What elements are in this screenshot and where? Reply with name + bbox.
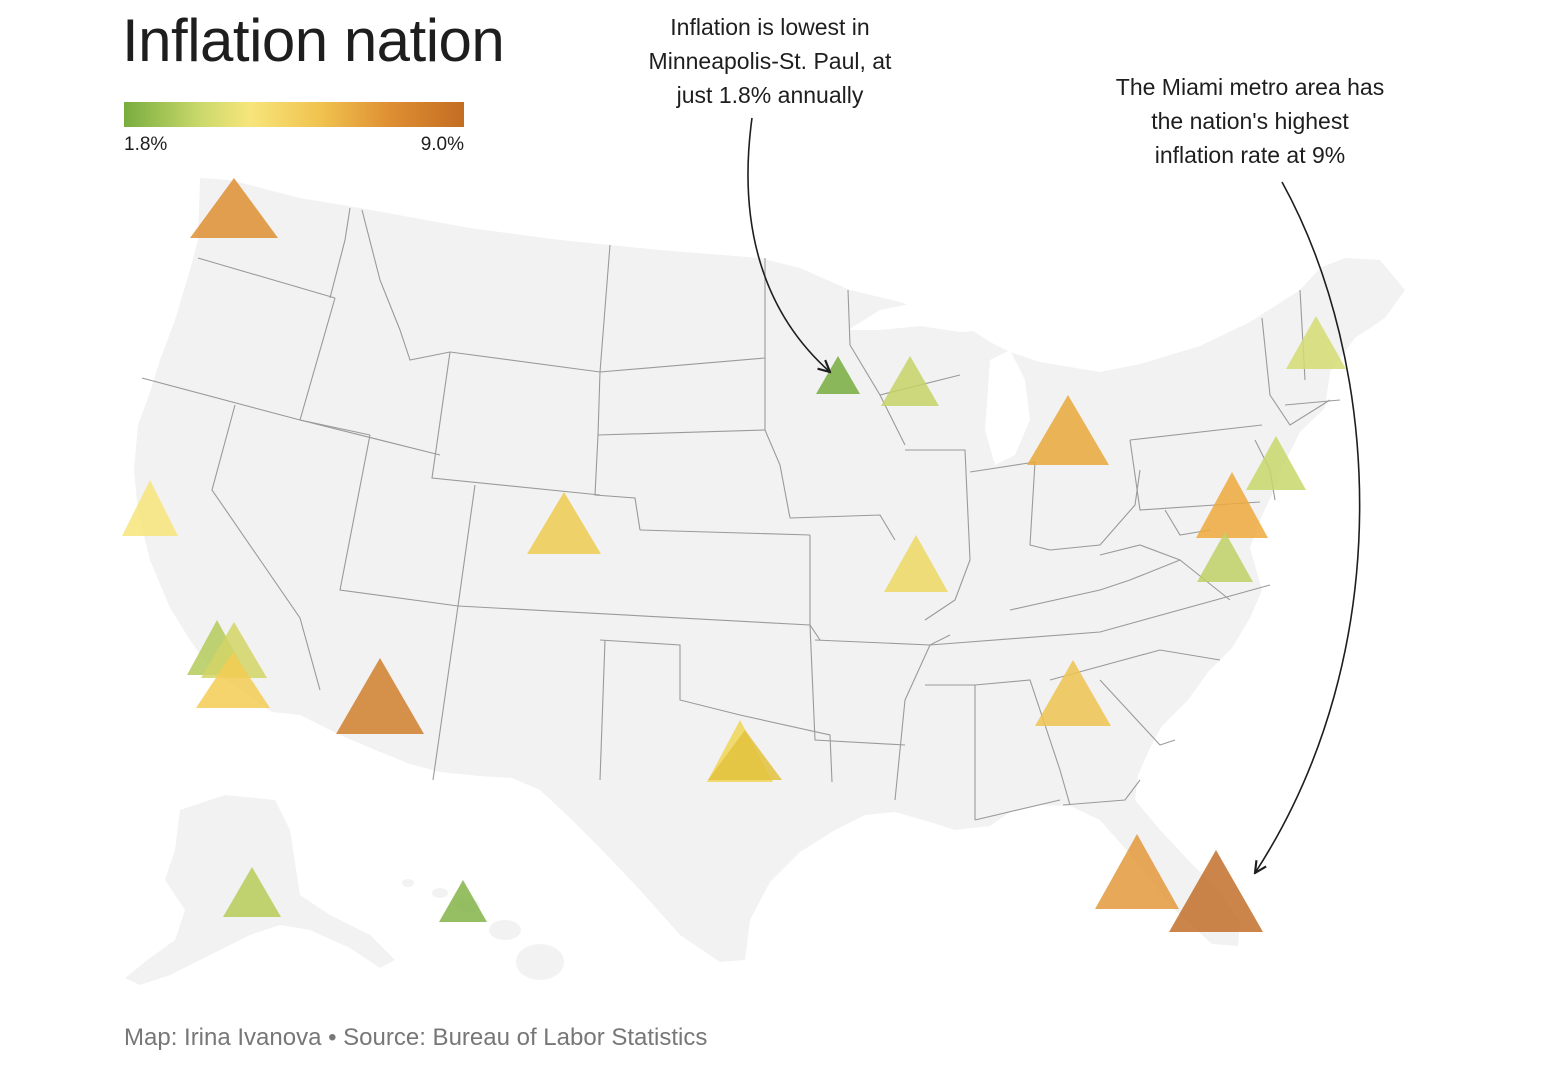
metro-marker-detroit: [1027, 395, 1109, 465]
legend-max-label: 9.0%: [420, 134, 464, 155]
land-masses: [125, 178, 1405, 985]
annotation-lowest-inflation: Inflation is lowest in Minneapolis-St. P…: [648, 14, 892, 108]
metro-marker-seattle: [190, 178, 278, 238]
metro-marker-honolulu: [439, 880, 487, 922]
metro-marker-minneapolis: [816, 356, 860, 394]
metro-marker-tampa: [1095, 834, 1179, 909]
color-legend: 1.8% 9.0%: [124, 102, 464, 155]
metro-marker-philadelphia: [1196, 472, 1268, 538]
annotation-arrows: [747, 117, 1361, 873]
hawaii-shape: [402, 879, 564, 980]
metro-marker-miami: [1169, 850, 1263, 932]
metro-marker-new-york: [1246, 436, 1306, 490]
metro-marker-san-francisco: [122, 480, 178, 536]
metro-marker-phoenix: [336, 658, 424, 734]
metro-marker-denver: [527, 492, 601, 554]
metro-marker-atlanta: [1035, 660, 1111, 726]
metro-marker-baltimore: [1197, 532, 1253, 582]
state-borders: [141, 207, 1341, 821]
metro-marker-los-angeles-b: [201, 622, 267, 678]
lake-michigan: [985, 350, 1030, 465]
metro-marker-st-louis: [884, 535, 948, 592]
metro-marker-dallas-b: [708, 730, 782, 780]
metro-marker-riverside: [196, 652, 270, 708]
metro-marker-milwaukee: [881, 356, 939, 406]
contiguous-us-shape: [134, 178, 1405, 962]
metro-marker-boston: [1286, 316, 1346, 369]
metro-markers: [122, 178, 1346, 932]
arrow-to-minneapolis: [747, 117, 830, 372]
source-credit: Map: Irina Ivanova • Source: Bureau of L…: [124, 1024, 708, 1051]
legend-gradient-bar: [124, 102, 464, 127]
metro-marker-anchorage: [223, 867, 281, 917]
annotation-highest-inflation: The Miami metro area has the nation's hi…: [1115, 74, 1385, 168]
arrow-to-miami: [1255, 181, 1361, 873]
lake-superior: [848, 300, 995, 332]
map-title: Inflation nation: [122, 7, 505, 74]
legend-min-label: 1.8%: [124, 134, 168, 155]
